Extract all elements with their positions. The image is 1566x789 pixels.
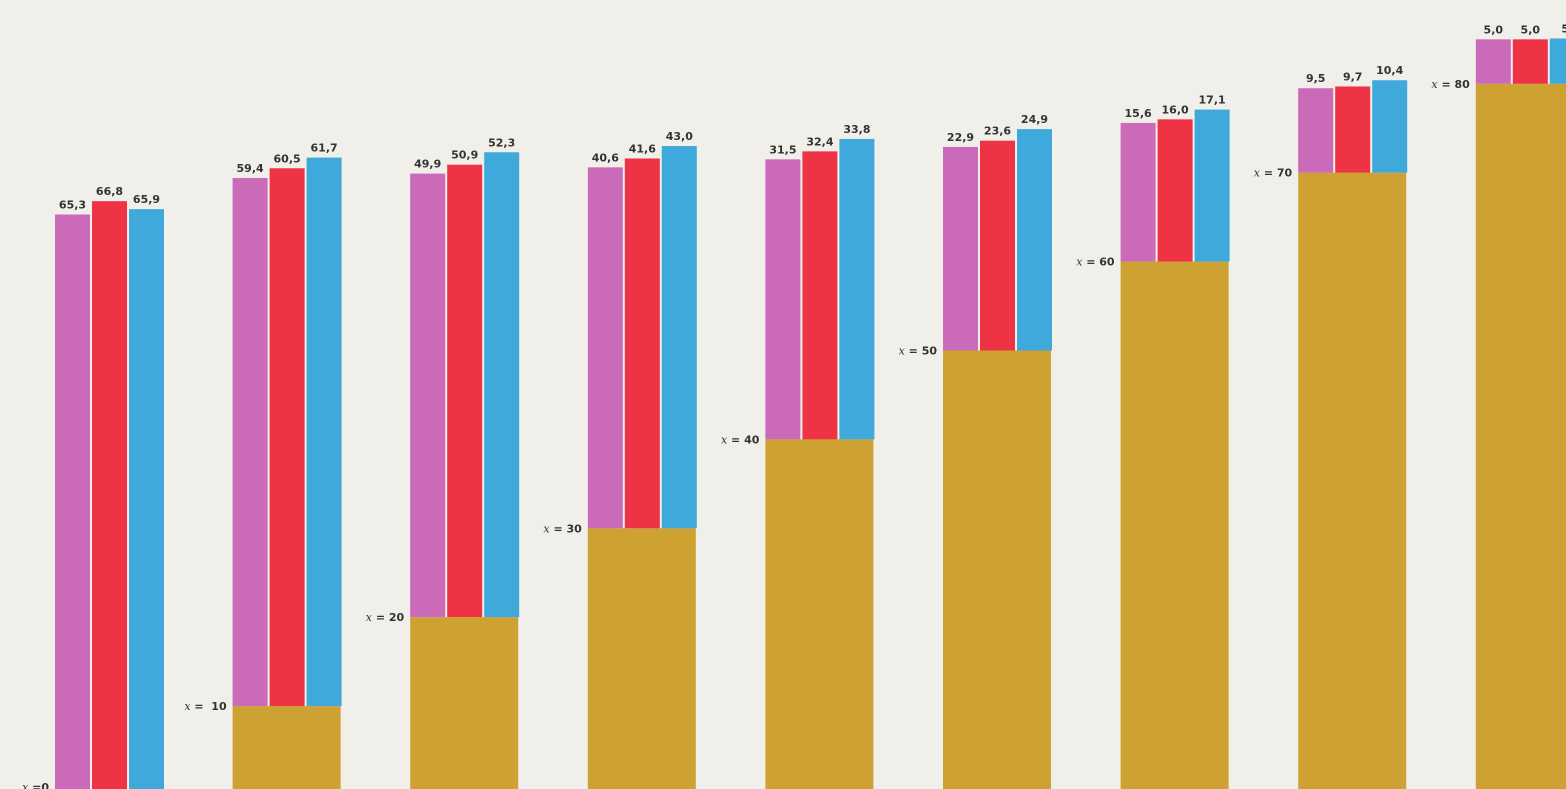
bar-40-series-1 [765, 159, 801, 440]
age-label-0: x =0 [22, 781, 49, 789]
bar-40-series-3 [839, 138, 875, 440]
age-label-30: x = 30 [543, 522, 582, 535]
age-label-50: x = 50 [899, 345, 938, 358]
base-bar-50 [943, 350, 1051, 789]
value-label-60-series-3: 17,1 [1199, 94, 1226, 107]
age-label-80: x = 80 [1431, 78, 1470, 91]
bar-60-series-3 [1194, 109, 1230, 262]
base-bar-20 [410, 617, 519, 789]
value-label-70-series-1: 9,5 [1306, 72, 1326, 85]
bar-60-series-2 [1157, 119, 1193, 262]
bar-80-series-2 [1512, 39, 1548, 84]
bar-30-series-3 [661, 146, 697, 529]
value-label-70-series-2: 9,7 [1343, 70, 1363, 83]
age-label-60: x = 60 [1076, 256, 1115, 269]
value-label-40-series-1: 31,5 [769, 143, 796, 156]
bar-40-series-2 [802, 151, 838, 440]
value-label-0-series-1: 65,3 [59, 198, 86, 211]
value-label-30-series-2: 41,6 [629, 142, 656, 155]
bar-80-series-1 [1475, 39, 1511, 84]
bar-70-series-1 [1298, 88, 1334, 173]
value-label-60-series-1: 15,6 [1125, 107, 1152, 120]
value-label-60-series-2: 16,0 [1162, 103, 1189, 116]
bar-30-series-1 [587, 167, 623, 529]
value-label-80-series-3: 5, [1561, 22, 1566, 35]
value-label-40-series-2: 32,4 [806, 135, 833, 148]
bar-50-series-3 [1017, 129, 1052, 351]
base-bar-80 [1475, 83, 1566, 789]
value-label-40-series-3: 33,8 [843, 123, 870, 136]
bar-0-series-3 [129, 209, 164, 789]
base-bar-40 [765, 439, 874, 789]
bar-50-series-1 [943, 146, 978, 351]
bar-0-series-1 [55, 214, 90, 789]
value-label-20-series-1: 49,9 [414, 158, 441, 171]
bar-10-series-3 [306, 157, 342, 707]
bar-20-series-1 [410, 173, 446, 618]
bar-20-series-3 [484, 152, 520, 618]
bar-80-series-3 [1549, 38, 1566, 84]
age-label-20: x = 20 [366, 611, 405, 624]
value-label-50-series-3: 24,9 [1021, 113, 1048, 126]
bar-70-series-2 [1335, 86, 1371, 173]
bar-10-series-2 [269, 168, 305, 707]
bar-30-series-2 [624, 158, 660, 529]
value-label-70-series-3: 10,4 [1376, 64, 1403, 77]
value-label-30-series-3: 43,0 [666, 130, 693, 143]
bar-70-series-3 [1372, 80, 1408, 173]
value-label-50-series-1: 22,9 [947, 131, 974, 144]
base-bar-60 [1120, 261, 1229, 789]
value-label-80-series-1: 5,0 [1484, 23, 1504, 36]
value-label-10-series-2: 60,5 [274, 152, 301, 165]
value-label-80-series-2: 5,0 [1521, 23, 1541, 36]
base-bar-10 [232, 706, 341, 789]
value-label-30-series-1: 40,6 [592, 151, 619, 164]
bar-60-series-1 [1120, 122, 1156, 262]
value-label-10-series-3: 61,7 [311, 142, 338, 155]
base-bar-30 [587, 528, 696, 789]
bar-50-series-2 [980, 140, 1015, 351]
value-label-50-series-2: 23,6 [984, 125, 1011, 138]
value-label-0-series-2: 66,8 [96, 185, 123, 198]
bar-0-series-2 [92, 201, 127, 789]
base-bar-70 [1298, 172, 1407, 789]
value-label-20-series-2: 50,9 [451, 149, 478, 162]
bar-20-series-2 [447, 164, 483, 618]
bar-10-series-1 [232, 178, 268, 707]
age-label-10: x = 10 [184, 700, 227, 713]
age-label-40: x = 40 [721, 433, 760, 446]
value-label-10-series-1: 59,4 [237, 162, 264, 175]
value-label-20-series-3: 52,3 [488, 136, 515, 149]
age-label-70: x = 70 [1254, 167, 1293, 180]
value-label-0-series-3: 65,9 [133, 193, 160, 206]
